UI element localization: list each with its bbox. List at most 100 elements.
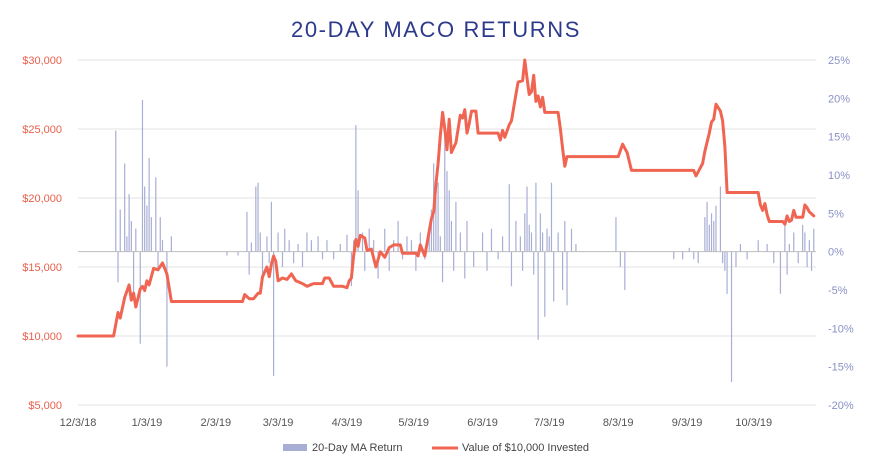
return-bar bbox=[435, 186, 437, 252]
return-bar bbox=[126, 236, 128, 252]
return-bar bbox=[510, 251, 513, 287]
return-bar bbox=[310, 240, 313, 252]
return-bar bbox=[673, 251, 675, 260]
return-bar bbox=[719, 186, 722, 252]
return-bar bbox=[524, 213, 526, 252]
return-bar bbox=[697, 251, 699, 264]
return-bar bbox=[166, 251, 168, 367]
return-bar bbox=[575, 244, 577, 252]
return-bar bbox=[793, 232, 795, 252]
legend-label-line: Value of $10,000 Invested bbox=[462, 442, 589, 454]
legend-label-bar: 20-Day MA Return bbox=[312, 442, 402, 454]
return-bar bbox=[561, 251, 564, 290]
right-tick-label: 20% bbox=[828, 93, 850, 105]
value-line bbox=[76, 58, 816, 338]
return-bar bbox=[270, 201, 272, 252]
return-bar bbox=[397, 221, 399, 252]
return-bar bbox=[722, 251, 724, 264]
right-tick-label: -15% bbox=[828, 362, 854, 374]
return-bar bbox=[708, 224, 710, 252]
return-bar bbox=[735, 251, 737, 267]
return-bar bbox=[813, 228, 815, 252]
x-tick-label: 10/3/19 bbox=[735, 417, 772, 429]
return-bar bbox=[682, 251, 684, 260]
return-bar bbox=[455, 201, 457, 252]
return-bar bbox=[566, 251, 568, 306]
return-bar bbox=[541, 232, 544, 252]
return-bar bbox=[439, 236, 441, 252]
return-bar bbox=[757, 240, 759, 252]
return-bar bbox=[161, 240, 164, 252]
bar-series bbox=[115, 99, 815, 382]
left-tick-label: $25,000 bbox=[22, 124, 62, 136]
return-bar bbox=[250, 242, 252, 252]
x-tick-label: 8/3/19 bbox=[603, 417, 634, 429]
return-bar bbox=[746, 251, 748, 260]
return-bar bbox=[333, 251, 335, 260]
x-tick-label: 1/3/19 bbox=[132, 417, 163, 429]
return-bar bbox=[724, 251, 726, 271]
right-tick-label: 5% bbox=[828, 208, 844, 220]
chart-title: 20-DAY MACO RETURNS bbox=[291, 17, 581, 42]
return-bar bbox=[501, 236, 504, 252]
return-bar bbox=[284, 228, 286, 252]
return-bar bbox=[288, 240, 290, 252]
return-bar bbox=[779, 251, 782, 294]
return-bar bbox=[453, 251, 455, 271]
return-bar bbox=[441, 251, 444, 283]
return-bar bbox=[526, 186, 528, 252]
right-tick-label: -5% bbox=[828, 285, 848, 297]
return-bar bbox=[446, 171, 448, 252]
return-bar bbox=[326, 240, 328, 252]
left-tick-label: $30,000 bbox=[22, 55, 62, 67]
return-bar bbox=[557, 232, 559, 252]
return-bar bbox=[553, 251, 555, 302]
return-bar bbox=[257, 182, 259, 252]
return-bar bbox=[710, 213, 713, 252]
return-bar bbox=[159, 217, 161, 252]
return-bar bbox=[773, 251, 775, 264]
return-bar bbox=[148, 158, 150, 252]
return-bar bbox=[537, 251, 539, 340]
return-bar bbox=[706, 201, 708, 252]
return-bar bbox=[306, 232, 308, 252]
x-tick-label: 2/3/19 bbox=[201, 417, 232, 429]
x-tick-label: 7/3/19 bbox=[534, 417, 565, 429]
return-bar bbox=[808, 240, 810, 252]
return-bar bbox=[459, 232, 461, 252]
return-bar bbox=[539, 213, 541, 252]
return-bar bbox=[119, 209, 121, 252]
right-tick-label: 0% bbox=[828, 247, 844, 259]
return-bar bbox=[619, 251, 621, 267]
return-bar bbox=[297, 244, 299, 252]
return-bar bbox=[146, 205, 148, 252]
x-tick-label: 9/3/19 bbox=[672, 417, 703, 429]
return-bar bbox=[528, 224, 530, 252]
return-bar bbox=[128, 194, 130, 252]
return-bar bbox=[410, 240, 413, 252]
return-bar bbox=[784, 221, 786, 252]
return-bar bbox=[281, 251, 284, 267]
return-bar bbox=[693, 251, 695, 260]
return-bar bbox=[704, 217, 706, 252]
return-bar bbox=[355, 125, 357, 252]
return-bar bbox=[293, 251, 295, 264]
return-bar bbox=[797, 251, 799, 264]
return-bar bbox=[544, 251, 546, 317]
return-bar bbox=[786, 251, 788, 275]
right-tick-label: 15% bbox=[828, 132, 850, 144]
return-bar bbox=[486, 251, 488, 271]
right-tick-label: -20% bbox=[828, 400, 854, 412]
return-bar bbox=[806, 251, 808, 267]
return-bar bbox=[115, 130, 117, 252]
left-tick-label: $20,000 bbox=[22, 193, 62, 205]
x-tick-label: 12/3/18 bbox=[60, 417, 97, 429]
return-bar bbox=[361, 232, 364, 252]
return-bar bbox=[428, 228, 430, 252]
return-bar bbox=[155, 177, 157, 252]
return-bar bbox=[688, 247, 690, 252]
x-axis: 12/3/18 1/3/19 2/3/19 3/3/19 4/3/19 5/3/19 6/3… bbox=[60, 417, 772, 429]
return-bar bbox=[339, 244, 341, 252]
return-bar bbox=[388, 251, 390, 271]
